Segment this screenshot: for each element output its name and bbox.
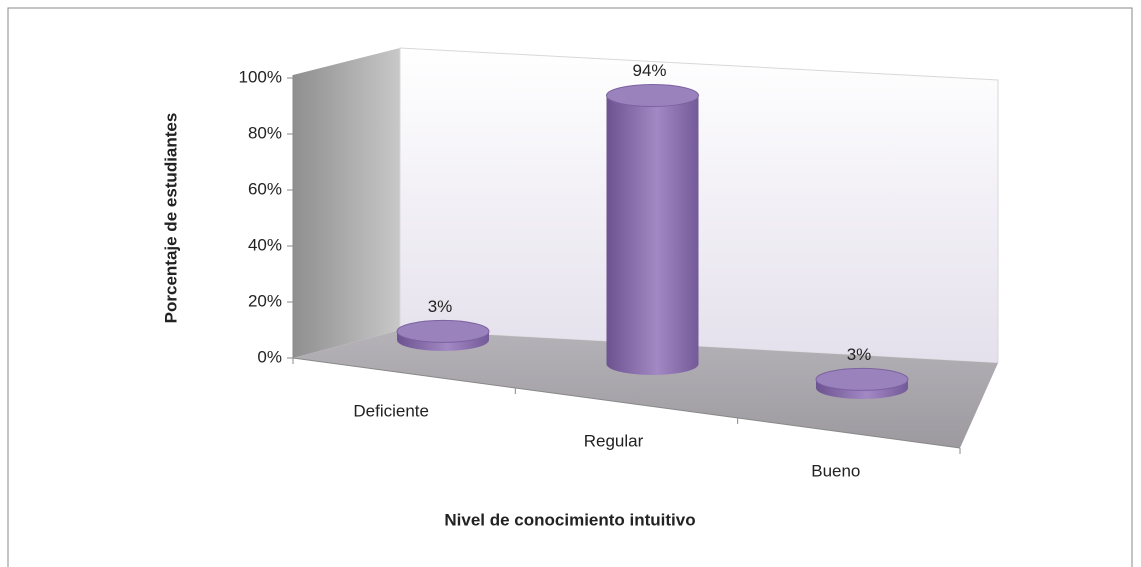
chart-frame bbox=[7, 7, 1133, 567]
bar-top bbox=[606, 84, 699, 108]
y-tick-label: 40% bbox=[248, 235, 282, 254]
x-tick-label: Regular bbox=[584, 431, 644, 450]
y-tick-label: 60% bbox=[248, 179, 282, 198]
x-axis-title: Nivel de conocimiento intuitivo bbox=[444, 510, 695, 529]
y-tick-label: 20% bbox=[248, 291, 282, 310]
left-wall bbox=[293, 48, 400, 358]
floor bbox=[293, 330, 998, 448]
y-tick-label: 100% bbox=[239, 67, 282, 86]
x-tick-label: Deficiente bbox=[353, 401, 429, 420]
data-label: 94% bbox=[632, 61, 666, 80]
y-axis-title: Porcentaje de estudiantes bbox=[161, 113, 180, 324]
bar-top bbox=[396, 319, 490, 343]
bar-top bbox=[815, 367, 909, 391]
data-label: 3% bbox=[847, 345, 872, 364]
y-tick-label: 0% bbox=[257, 347, 282, 366]
x-axis bbox=[292, 357, 961, 449]
bar bbox=[606, 95, 699, 376]
x-tick-label: Bueno bbox=[811, 461, 860, 480]
data-label: 3% bbox=[428, 297, 453, 316]
y-tick-label: 80% bbox=[248, 123, 282, 142]
back-wall bbox=[399, 47, 999, 364]
